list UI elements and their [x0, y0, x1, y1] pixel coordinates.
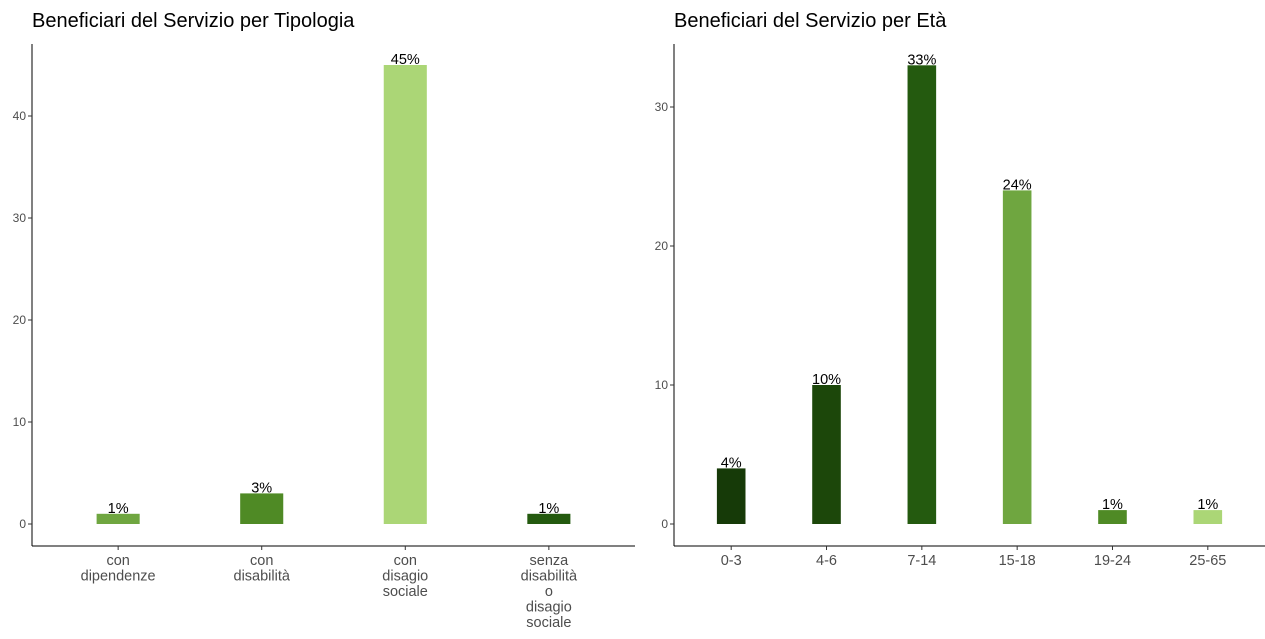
- bar: [383, 65, 427, 524]
- bar-chart-eta: 0 10 20 30 4% 0-3 10% 4-6 33% 7-14 24% 15-18 1% 19-24…: [655, 44, 1265, 569]
- data-label: 45%: [391, 52, 420, 68]
- x-category-label: 19-24: [1094, 553, 1131, 569]
- x-category-label: con disabilità: [234, 553, 291, 585]
- y-tick-label: 40: [13, 109, 27, 123]
- chart-title: Beneficiari del Servizio per Età: [674, 10, 947, 32]
- data-label: 33%: [907, 52, 936, 68]
- chart-title: Beneficiari del Servizio per Tipologia: [32, 10, 355, 32]
- y-tick-label: 30: [13, 211, 27, 225]
- data-label: 1%: [1102, 497, 1123, 513]
- bar: [907, 65, 937, 525]
- bar: [1193, 510, 1223, 524]
- bar: [812, 385, 841, 524]
- x-category-label: senza disabilità o disagio sociale: [521, 553, 578, 631]
- y-tick-label: 10: [655, 378, 669, 392]
- bar: [716, 468, 746, 524]
- x-category-label: con disagio sociale: [382, 553, 428, 600]
- y-tick-label: 0: [19, 517, 26, 531]
- data-label: 1%: [538, 501, 559, 517]
- x-category-label: 7-14: [907, 553, 936, 569]
- x-category-label: con dipendenze: [81, 553, 156, 585]
- bar: [96, 513, 140, 524]
- bar: [1002, 190, 1032, 524]
- x-category-label: 0-3: [721, 553, 742, 569]
- bar: [240, 493, 284, 524]
- chart-panel-eta: Beneficiari del Servizio per Età 0 10 20 30…: [640, 0, 1265, 639]
- chart-panel-tipologia: Beneficiari del Servizio per Tipologia 0…: [13, 10, 635, 631]
- data-label: 3%: [251, 480, 272, 496]
- y-tick-label: 30: [655, 100, 669, 114]
- bar-chart-tipologia: 0 10 20 30 40 1% con dipendenze 3% con disabilità 4…: [13, 44, 635, 631]
- data-label: 4%: [721, 455, 742, 471]
- data-label: 1%: [1197, 497, 1218, 513]
- bar: [527, 513, 571, 524]
- x-category-label: 25-65: [1189, 553, 1226, 569]
- x-category-label: 4-6: [816, 553, 837, 569]
- data-label: 10%: [812, 372, 841, 388]
- bar: [1098, 510, 1127, 524]
- data-label: 1%: [108, 501, 129, 517]
- y-tick-label: 20: [655, 239, 669, 253]
- y-tick-label: 10: [13, 415, 27, 429]
- x-category-label: 15-18: [999, 553, 1036, 569]
- data-label: 24%: [1003, 177, 1032, 193]
- y-tick-label: 20: [13, 313, 27, 327]
- y-tick-label: 0: [661, 517, 668, 531]
